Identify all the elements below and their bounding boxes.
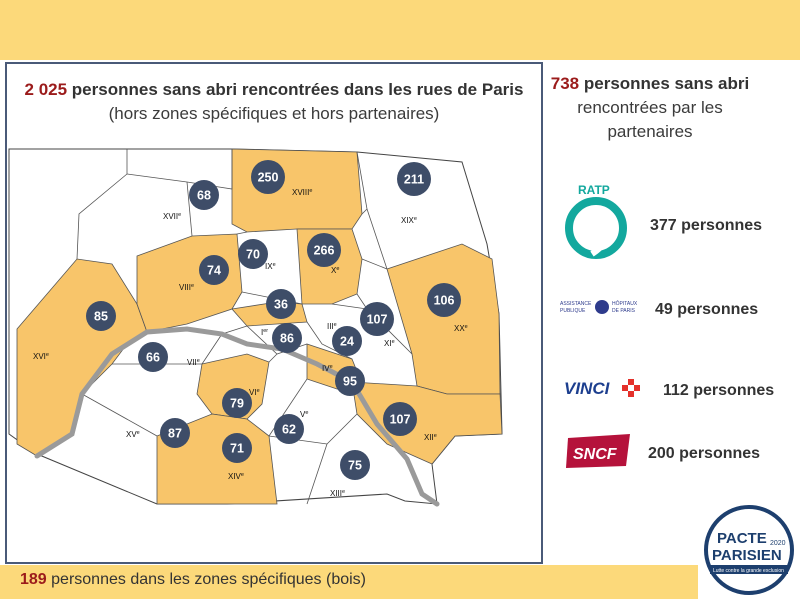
map-title: 2 025 personnes sans abri rencontrées da…: [7, 78, 541, 126]
logo-year: 2020: [770, 540, 786, 547]
vinci-logo-text: VINCI: [564, 379, 611, 398]
count-bubble-xvii: [189, 180, 219, 210]
count-text-xii: 107: [390, 413, 411, 427]
arr-label-iv: IVe: [322, 364, 333, 373]
count-bubble-vi: [222, 388, 252, 418]
arr-label-viii: VIIIe: [179, 283, 194, 292]
svg-text:HÔPITAUX: HÔPITAUX: [612, 300, 638, 307]
count-bubble-iv: [335, 366, 365, 396]
ratp-logo-text: RATP: [578, 183, 610, 197]
count-text-vi: 79: [230, 397, 244, 411]
bottom-banner: 189 personnes dans les zones spécifiques…: [0, 565, 698, 599]
count-text-xv: 87: [168, 427, 182, 441]
partners-title: 738 personnes sans abri rencontrées par …: [550, 72, 750, 144]
vinci-logo: VINCI: [564, 379, 640, 398]
map-subtitle: (hors zones spécifiques et hors partenai…: [108, 104, 440, 123]
count-bubble-iii: [332, 326, 362, 356]
arr-label-v: Ve: [300, 410, 308, 419]
arr-label-xvii: XVIIe: [163, 212, 181, 221]
svg-text:DE PARIS: DE PARIS: [612, 308, 636, 314]
arr-label-xii: XIIe: [424, 433, 437, 442]
aphp-count: 49 personnes: [655, 301, 759, 318]
svg-text:ASSISTANCE: ASSISTANCE: [560, 301, 592, 307]
bottom-text: 189 personnes dans les zones spécifiques…: [20, 571, 366, 589]
count-bubble-xv: [160, 418, 190, 448]
count-bubble-xix: [397, 162, 431, 196]
bois-count: 189: [20, 571, 47, 588]
count-bubble-x: [307, 233, 341, 267]
count-text-xix: 211: [404, 173, 424, 187]
ratp-count: 377 personnes: [650, 217, 763, 234]
count-text-ix: 70: [246, 248, 260, 262]
count-bubble-viii: [199, 255, 229, 285]
count-bubble-vii: [138, 342, 168, 372]
aphp-logo: ASSISTANCE PUBLIQUE HÔPITAUX DE PARIS: [560, 300, 638, 314]
count-text-i: 86: [280, 332, 294, 346]
count-text-iii: 24: [340, 335, 354, 349]
main-text: personnes sans abri rencontrées dans les…: [67, 80, 524, 99]
arr-label-xiv: XIVe: [228, 472, 244, 481]
seine-river: [34, 326, 440, 507]
count-text-iv: 95: [343, 375, 357, 389]
sncf-logo: SNCF: [566, 434, 630, 468]
paris-arrondissements-map: 86 24 95 62 79 66 74 70 266 107 107 75 71 87 85 68 250 21…: [8, 148, 503, 507]
sncf-count: 200 personnes: [648, 445, 761, 462]
count-bubble-xii: [383, 402, 417, 436]
logo-tagline: Lutte contre la grande exclusion: [713, 568, 784, 574]
ratp-logo: RATP: [565, 183, 627, 259]
count-text-xvi: 85: [94, 310, 108, 324]
count-text-xvii: 68: [197, 189, 211, 203]
top-banner: [0, 0, 800, 60]
count-text-xviii: 250: [258, 171, 279, 185]
count-bubble-xi: [360, 302, 394, 336]
partners-line3: partenaires: [607, 122, 693, 141]
count-bubble-i: [272, 323, 302, 353]
count-text-xx: 106: [434, 294, 455, 308]
arr-label-xix: XIXe: [401, 216, 417, 225]
arr-label-vii: VIIe: [187, 358, 200, 367]
arr-label-ix: IXe: [265, 262, 276, 271]
count-bubble-ix: [238, 239, 268, 269]
partners-line2: rencontrées par les: [577, 98, 723, 117]
svg-text:PUBLIQUE: PUBLIQUE: [560, 308, 586, 314]
main-count: 2 025: [24, 80, 68, 99]
count-text-xiii: 75: [348, 459, 362, 473]
arr-label-xiii: XIIIe: [330, 489, 345, 498]
count-bubble-v: [274, 414, 304, 444]
count-bubble-ii: [266, 289, 296, 319]
partners-text-bold: personnes sans abri: [579, 74, 750, 93]
arr-label-xi: XIe: [384, 339, 395, 348]
count-text-viii: 74: [207, 264, 221, 278]
count-bubble-xviii: [251, 160, 285, 194]
arr-label-xx: XXe: [454, 324, 468, 333]
vinci-count: 112 personnes: [663, 382, 775, 399]
pacte-parisien-logo: PACTE PARISIEN 2020 Lutte contre la gran…: [704, 505, 794, 595]
count-bubble-xx: [427, 283, 461, 317]
arr-label-xviii: XVIIIe: [292, 188, 312, 197]
paris-map-panel: 2 025 personnes sans abri rencontrées da…: [5, 62, 543, 564]
count-bubble-xiv: [222, 433, 252, 463]
arr-label-xv: XVe: [126, 430, 140, 439]
count-text-xiv: 71: [230, 442, 244, 456]
arr-label-vi: VIe: [249, 388, 260, 397]
arr-xii-shape: [351, 381, 503, 465]
partners-count: 738: [550, 74, 580, 93]
count-text-x: 266: [314, 244, 335, 258]
logo-line1: PACTE: [717, 530, 767, 547]
bois-text: personnes dans les zones spécifiques (bo…: [46, 571, 366, 588]
count-text-xi: 107: [367, 313, 388, 327]
sncf-logo-text: SNCF: [573, 446, 618, 463]
arr-label-i: Ier: [261, 328, 268, 337]
count-bubble-xiii: [340, 450, 370, 480]
count-text-ii: 36: [274, 298, 288, 312]
count-text-v: 62: [282, 423, 296, 437]
count-bubble-xvi: [86, 301, 116, 331]
count-text-vii: 66: [146, 351, 160, 365]
logo-line2: PARISIEN: [712, 547, 782, 564]
arr-label-xvi: XVIe: [33, 352, 49, 361]
arr-label-iii: IIIe: [327, 322, 337, 331]
arr-xvi-shape: [16, 258, 148, 457]
arr-label-x: Xe: [331, 266, 339, 275]
